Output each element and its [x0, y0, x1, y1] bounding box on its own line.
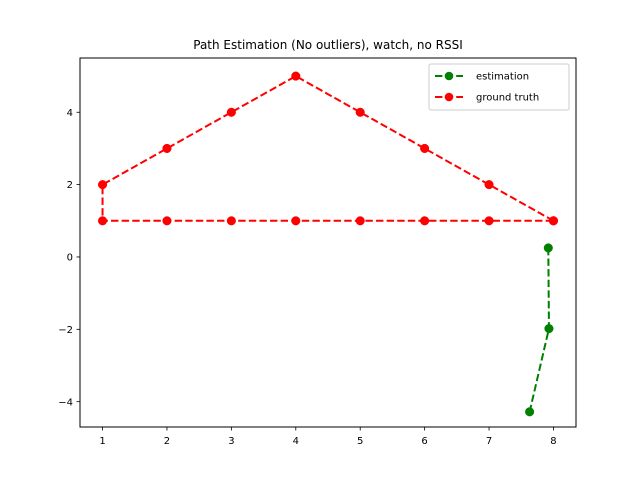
data-point-estimation — [544, 324, 554, 334]
data-point-ground-truth — [162, 143, 172, 153]
x-tick-label: 7 — [486, 436, 492, 447]
legend-label-ground-truth: ground truth — [476, 93, 539, 104]
x-tick-label: 4 — [293, 436, 299, 447]
data-point-ground-truth — [548, 216, 559, 226]
data-point-ground-truth — [291, 71, 301, 81]
x-tick-label: 6 — [421, 436, 427, 447]
data-point-ground-truth — [420, 143, 430, 153]
data-point-ground-truth — [226, 107, 236, 117]
data-point-ground-truth — [97, 216, 108, 226]
y-tick-label: 4 — [67, 108, 73, 119]
data-point-ground-truth — [355, 216, 365, 226]
y-tick-label: 0 — [67, 253, 73, 264]
data-point-estimation — [525, 407, 535, 417]
data-point-estimation — [543, 243, 553, 253]
x-axis: 1 2 3 4 5 6 7 8 — [99, 427, 557, 447]
legend-marker-ground-truth — [444, 92, 454, 102]
legend-label-estimation: estimation — [476, 72, 529, 83]
data-point-ground-truth — [420, 216, 430, 226]
y-axis: −4 −2 0 2 4 — [58, 108, 80, 408]
x-tick-label: 3 — [228, 436, 234, 447]
legend: estimation ground truth — [428, 63, 570, 111]
data-point-ground-truth — [162, 216, 172, 226]
data-point-ground-truth — [226, 216, 236, 226]
data-point-ground-truth — [97, 180, 108, 190]
x-tick-label: 2 — [164, 436, 170, 447]
x-tick-label: 1 — [99, 436, 105, 447]
x-tick-label: 5 — [357, 436, 363, 447]
data-point-ground-truth — [484, 216, 494, 226]
y-tick-label: 2 — [67, 180, 73, 191]
legend-box — [428, 63, 570, 111]
data-point-ground-truth — [355, 107, 365, 117]
series-markers — [97, 71, 559, 417]
series-line-ground-truth — [101, 75, 554, 222]
x-tick-label: 8 — [550, 436, 556, 447]
data-point-ground-truth — [484, 180, 494, 190]
plot-area-frame — [79, 57, 577, 428]
data-point-ground-truth — [291, 216, 301, 226]
legend-marker-estimation — [444, 71, 454, 81]
y-tick-label: −4 — [58, 397, 73, 408]
y-tick-label: −2 — [58, 325, 73, 336]
chart-title: Path Estimation (No outliers), watch, no… — [193, 38, 462, 52]
